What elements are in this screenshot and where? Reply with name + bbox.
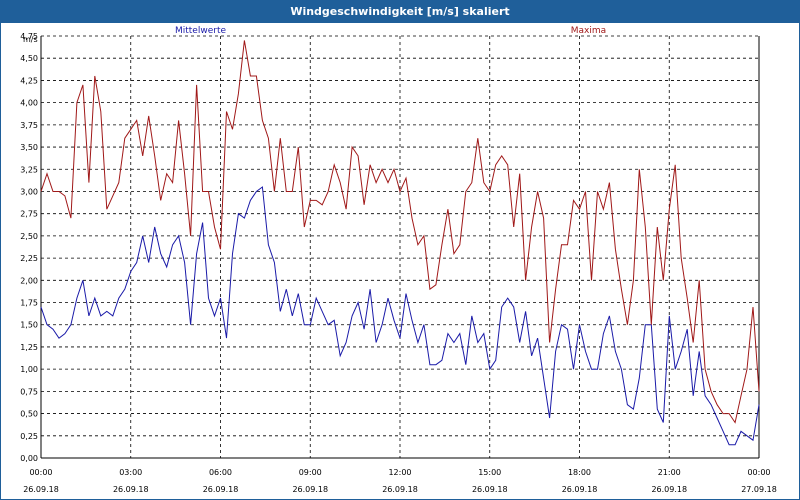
y-tick-label: 3,50 [20, 143, 38, 152]
y-tick-label: 0,00 [20, 454, 38, 463]
x-tick-time-label: 21:00 [658, 468, 681, 477]
y-tick-label: 1,00 [20, 365, 38, 374]
y-tick-label: 2,75 [20, 210, 38, 219]
x-tick-time-label: 03:00 [119, 468, 142, 477]
x-tick-date-label: 26.09.18 [382, 485, 418, 494]
y-tick-label: 2,00 [20, 276, 38, 285]
x-tick-date-label: 26.09.18 [562, 485, 598, 494]
x-tick-time-label: 12:00 [388, 468, 411, 477]
y-tick-label: 2,50 [20, 232, 38, 241]
y-unit-label: m/s [23, 35, 38, 44]
x-tick-date-label: 26.09.18 [292, 485, 328, 494]
y-tick-label: 1,50 [20, 321, 38, 330]
y-tick-label: 1,25 [20, 343, 38, 352]
y-tick-label: 3,25 [20, 165, 38, 174]
legend: Mittelwerte Maxima [175, 26, 606, 36]
legend-mean-label: Mittelwerte [175, 26, 226, 36]
x-tick-date-label: 26.09.18 [113, 485, 149, 494]
y-tick-label: 3,75 [20, 121, 38, 130]
x-tick-time-label: 00:00 [29, 468, 52, 477]
y-tick-label: 4,00 [20, 99, 38, 108]
y-tick-label: 4,75 [20, 32, 38, 41]
max-series-line [40, 40, 760, 424]
x-tick-time-label: 18:00 [568, 468, 591, 477]
x-tick-time-label: 00:00 [747, 468, 770, 477]
x-tick-time-label: 09:00 [299, 468, 322, 477]
y-tick-label: 1,75 [20, 299, 38, 308]
y-tick-label: 2,25 [20, 254, 38, 263]
y-tick-label: 4,50 [20, 54, 38, 63]
x-tick-date-label: 26.09.18 [651, 485, 687, 494]
data-series [40, 40, 760, 446]
window-title: Windgeschwindigkeit [m/s] skaliert [1, 1, 799, 23]
x-tick-date-label: 27.09.18 [741, 485, 777, 494]
x-tick-time-label: 15:00 [478, 468, 501, 477]
y-tick-label: 4,25 [20, 76, 38, 85]
legend-max-label: Maxima [571, 26, 606, 36]
y-tick-label: 0,75 [20, 387, 38, 396]
tick-labels: 0,00 0,25 0,50 0,75 1,00 1,25 1,50 1,75 2,00 2,25… [20, 32, 777, 494]
y-tick-label: 3,00 [20, 187, 38, 196]
grid-lines [41, 35, 759, 458]
y-tick-label: 0,25 [20, 432, 38, 441]
x-tick-date-label: 26.09.18 [23, 485, 59, 494]
chart-area: 0,00 0,25 0,50 0,75 1,00 1,25 1,50 1,75 2,00 2,25… [20, 26, 777, 494]
y-tick-label: 0,50 [20, 410, 38, 419]
mean-series-line [40, 186, 760, 446]
x-tick-date-label: 26.09.18 [472, 485, 508, 494]
x-tick-time-label: 06:00 [209, 468, 232, 477]
x-tick-date-label: 26.09.18 [203, 485, 239, 494]
